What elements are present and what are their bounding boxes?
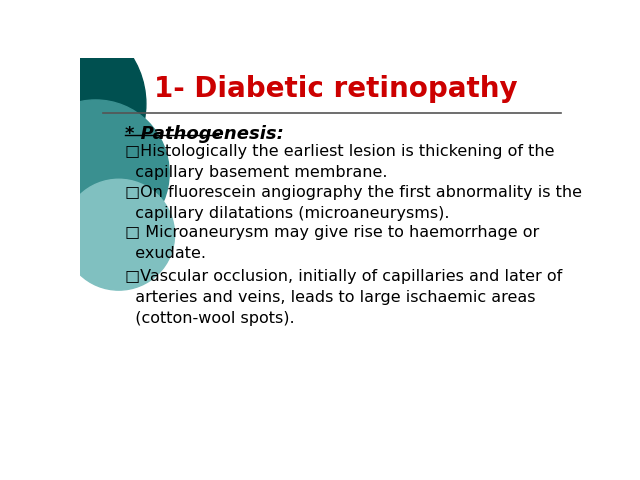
- Text: 1- Diabetic retinopathy: 1- Diabetic retinopathy: [154, 74, 518, 103]
- Circle shape: [0, 15, 146, 192]
- Circle shape: [22, 100, 169, 246]
- Text: □ Microaneurysm may give rise to haemorrhage or
  exudate.: □ Microaneurysm may give rise to haemorr…: [125, 225, 540, 261]
- Circle shape: [63, 179, 175, 290]
- Text: □Vascular occlusion, initially of capillaries and later of
  arteries and veins,: □Vascular occlusion, initially of capill…: [125, 269, 562, 326]
- Text: □Histologically the earliest lesion is thickening of the
  capillary basement me: □Histologically the earliest lesion is t…: [125, 144, 554, 180]
- Text: □On fluorescein angiography the first abnormality is the
  capillary dilatations: □On fluorescein angiography the first ab…: [125, 185, 582, 221]
- Text: * Pathogenesis:: * Pathogenesis:: [125, 125, 284, 143]
